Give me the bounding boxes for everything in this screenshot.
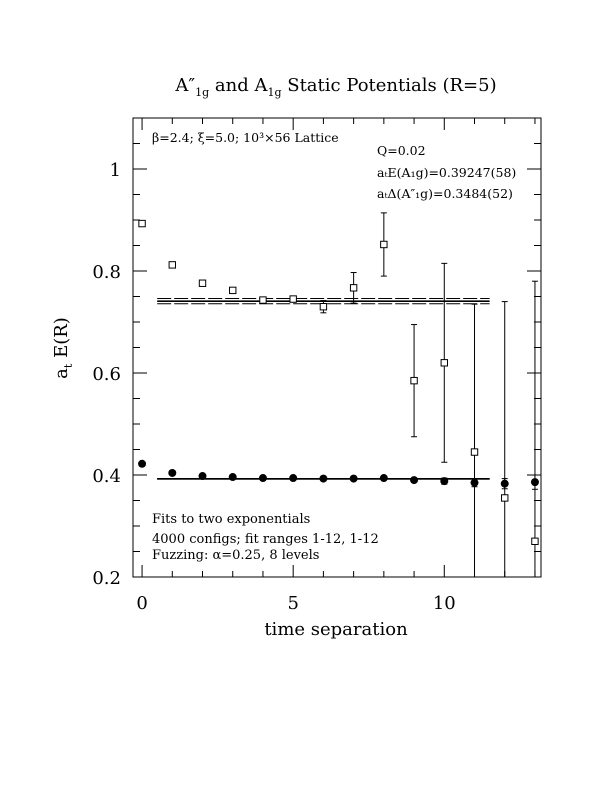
fit-note-2: 4000 configs; fit ranges 1-12, 1-12 <box>152 532 379 547</box>
data-point-open-square <box>470 448 479 456</box>
ylabel-sub: t <box>62 363 75 368</box>
data-point-filled-circle <box>228 473 237 482</box>
y-tick-label: 1 <box>110 160 121 181</box>
fit-note-3: Fuzzing: α=0.25, 8 levels <box>152 548 319 563</box>
data-point-filled-circle <box>379 474 388 483</box>
delta-annotation: aₜΔ(A″₁g)=0.3484(52) <box>377 186 513 201</box>
data-point-open-square <box>380 240 388 249</box>
data-point-filled-circle <box>349 474 358 483</box>
title-end: Static Potentials (R=5) <box>282 75 497 96</box>
data-point-open-square <box>319 303 328 311</box>
data-point-open-square <box>501 494 509 502</box>
chart-title: A″1g and A1g Static Potentials (R=5) <box>174 75 496 99</box>
y-axis-label: at E(R) <box>51 317 75 379</box>
ylabel-main: a <box>51 368 72 379</box>
data-point-filled-circle <box>258 474 267 483</box>
data-point-filled-circle <box>410 476 419 485</box>
data-point-open-square <box>259 296 267 304</box>
y-tick-label: 0.6 <box>92 364 121 385</box>
data-point-open-square <box>198 279 207 287</box>
data-point-open-square <box>229 286 237 295</box>
data-point-filled-circle <box>289 474 298 483</box>
fit-bands <box>157 297 490 480</box>
data-point-open-square <box>531 537 539 545</box>
data-point-open-square <box>440 359 448 367</box>
x-tick-label: 5 <box>287 593 298 614</box>
data-point-open-square <box>410 376 418 385</box>
y-tick-label: 0.4 <box>92 466 121 487</box>
x-tick-label: 0 <box>136 593 147 614</box>
title-sub2: 1g <box>267 86 281 99</box>
q-annotation: Q=0.02 <box>377 143 426 158</box>
data-point-open-square <box>138 219 146 228</box>
ylabel-end: E(R) <box>51 317 72 363</box>
data-point-open-square <box>349 284 358 292</box>
data-point-open-square <box>289 295 297 303</box>
axis-tick-labels: 0 5 10 0.2 0.4 0.6 0.8 1 <box>92 160 455 614</box>
x-tick-label: 10 <box>433 593 456 614</box>
title-main: A″ <box>174 75 195 96</box>
data-point-filled-circle <box>138 459 147 468</box>
lattice-annotation: β=2.4; ξ=5.0; 10³×56 Lattice <box>152 130 339 145</box>
fit-note-1: Fits to two exponentials <box>152 512 310 527</box>
x-axis-label: time separation <box>264 619 408 640</box>
title-sub1: 1g <box>195 86 209 99</box>
data-point-filled-circle <box>198 472 207 481</box>
energy-annotation: aₜE(A₁g)=0.39247(58) <box>377 165 516 180</box>
data-point-filled-circle <box>319 474 328 483</box>
data-marks <box>138 212 539 577</box>
data-point-open-square <box>168 261 176 269</box>
y-tick-label: 0.2 <box>92 568 121 589</box>
y-tick-label: 0.8 <box>92 262 121 283</box>
data-point-filled-circle <box>440 477 449 486</box>
data-point-filled-circle <box>168 468 177 477</box>
title-mid: and A <box>209 75 268 96</box>
